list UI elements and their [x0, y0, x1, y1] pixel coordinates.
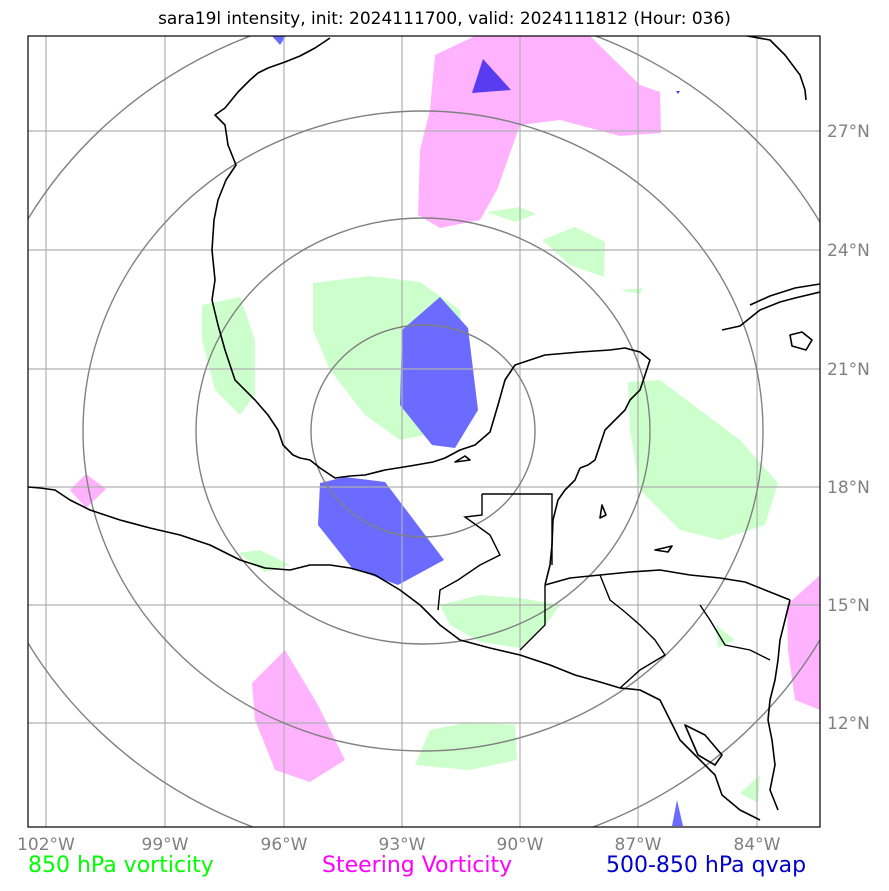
qvap-fill [272, 36, 683, 826]
x-tick-label: 93°W [379, 835, 426, 855]
y-tick-label: 21°N [827, 360, 870, 380]
legend-steering-vorticity: Steering Vorticity [322, 853, 513, 878]
y-tick-label: 12°N [827, 714, 870, 734]
x-tick-label: 96°W [261, 835, 308, 855]
x-tick-label: 84°W [734, 835, 781, 855]
x-tick-label: 102°W [17, 835, 75, 855]
graticule [28, 36, 820, 827]
y-tick-label: 18°N [827, 478, 870, 498]
range-rings [28, 36, 820, 827]
qvap-core [472, 59, 511, 93]
map-title: sara19l intensity, init: 2024111700, val… [158, 9, 731, 29]
x-axis-ticks: 102°W 99°W 96°W 93°W 90°W 87°W 84°W [17, 835, 781, 855]
y-tick-label: 27°N [827, 122, 870, 142]
qvap-speck [676, 91, 680, 94]
x-tick-label: 90°W [497, 835, 544, 855]
borders [437, 493, 771, 689]
y-tick-label: 24°N [827, 241, 870, 261]
y-axis-ticks: 27°N 24°N 21°N 18°N 15°N 12°N [827, 122, 870, 734]
coastlines [28, 36, 820, 821]
x-tick-label: 87°W [615, 835, 662, 855]
x-tick-label: 99°W [142, 835, 189, 855]
vort850-fill [202, 207, 778, 803]
map-area [28, 36, 820, 827]
legend-qvap: 500-850 hPa qvap [606, 853, 807, 878]
legend-vort850: 850 hPa vorticity [28, 853, 214, 878]
y-tick-label: 15°N [827, 596, 870, 616]
map-frame [27, 35, 821, 828]
